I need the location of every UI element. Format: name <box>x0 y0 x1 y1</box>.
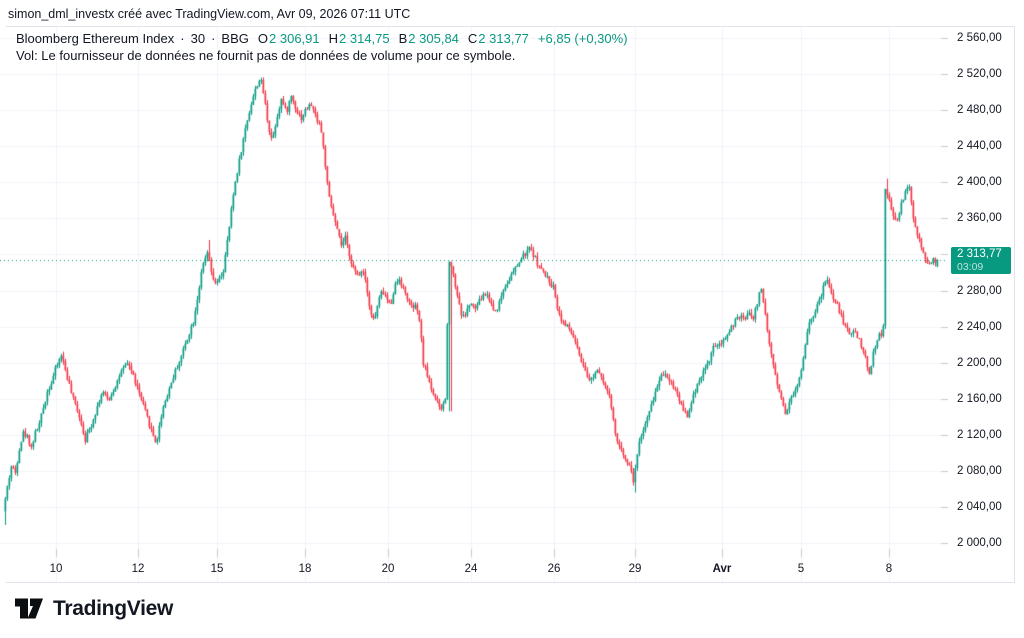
ohlc-close-label: C <box>467 31 478 46</box>
volume-notice: Vol: Le fournisseur de données ne fourni… <box>16 48 516 63</box>
price-axis-label: 2 480,00 <box>957 104 1002 117</box>
price-axis-label: 2 200,00 <box>957 356 1002 369</box>
price-axis-label: 2 000,00 <box>957 537 1002 549</box>
price-axis-label: 2 400,00 <box>957 176 1002 189</box>
price-axis-label: 2 080,00 <box>957 464 1002 477</box>
chart-legend: Bloomberg Ethereum Index · 30 · BBG O2 3… <box>16 31 628 46</box>
time-axis-label: 5 <box>797 563 805 575</box>
widget-border-top <box>6 26 1014 27</box>
ohlc-open-label: O <box>257 31 269 46</box>
separator-dot: · <box>211 31 216 46</box>
price-change: +6,85 (+0,30%) <box>537 31 628 46</box>
current-price-badge: 2 313,77 03:09 <box>951 247 1011 275</box>
ohlc-close-value: 2 313,77 <box>478 31 529 46</box>
ohlc-open: O2 306,91 <box>258 31 320 46</box>
ohlc-high-value: 2 314,75 <box>339 31 390 46</box>
price-axis-label: 2 240,00 <box>957 320 1002 333</box>
ohlc-close: C2 313,77 <box>468 31 529 46</box>
price-axis-label: 2 120,00 <box>957 428 1002 441</box>
price-axis-label: 2 560,00 <box>957 32 1002 44</box>
price-scale[interactable]: 2 560,00 2 520,00 2 480,00 2 440,00 2 400,00… <box>948 0 1024 582</box>
time-axis-label: 18 <box>298 563 312 575</box>
price-axis-label: 2 520,00 <box>957 68 1002 81</box>
time-axis-label: 24 <box>464 563 478 575</box>
candlestick-chart[interactable] <box>0 0 948 582</box>
symbol-name[interactable]: Bloomberg Ethereum Index <box>16 31 175 46</box>
time-axis-label: 12 <box>131 563 145 575</box>
ohlc-high: H2 314,75 <box>329 31 390 46</box>
bar-countdown: 03:09 <box>957 261 984 274</box>
price-axis-label: 2 280,00 <box>957 284 1002 297</box>
interval-value[interactable]: 30 <box>190 31 206 46</box>
price-axis-label: 2 040,00 <box>957 500 1002 513</box>
ohlc-high-label: H <box>328 31 339 46</box>
ohlc-low-label: B <box>398 31 408 46</box>
widget-border-right <box>1014 26 1015 583</box>
ohlc-open-value: 2 306,91 <box>269 31 320 46</box>
price-axis-label: 2 440,00 <box>957 140 1002 153</box>
ohlc-low-value: 2 305,84 <box>408 31 459 46</box>
time-axis-label: 26 <box>547 563 561 575</box>
current-price-value: 2 313,77 <box>957 248 1002 261</box>
exchange-code[interactable]: BBG <box>221 31 249 46</box>
time-axis-label: 29 <box>628 563 642 575</box>
time-axis-label: 15 <box>210 563 224 575</box>
ohlc-low: B2 305,84 <box>399 31 459 46</box>
widget-border-bottom <box>6 582 1014 583</box>
tradingview-logo-icon[interactable] <box>14 596 44 621</box>
brand-name[interactable]: TradingView <box>53 596 174 620</box>
separator-dot: · <box>180 31 185 46</box>
time-axis-label: 8 <box>885 563 893 575</box>
price-axis-label: 2 160,00 <box>957 392 1002 405</box>
time-axis-label: Avr <box>712 563 732 575</box>
time-axis-label: 20 <box>381 563 395 575</box>
price-axis-label: 2 360,00 <box>957 212 1002 225</box>
brand-footer: TradingView <box>14 596 173 621</box>
time-scale[interactable]: 10 12 15 18 20 24 26 29 Avr 5 8 <box>0 556 948 582</box>
time-axis-label: 10 <box>49 563 63 575</box>
